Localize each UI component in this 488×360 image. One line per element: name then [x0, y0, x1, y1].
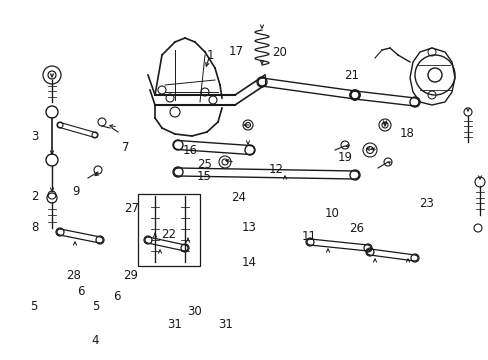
Text: 14: 14: [242, 256, 256, 269]
Text: 13: 13: [242, 221, 256, 234]
Text: 31: 31: [167, 318, 182, 331]
Text: 8: 8: [31, 221, 39, 234]
Text: 10: 10: [325, 207, 339, 220]
Text: 1: 1: [206, 49, 214, 62]
Text: 27: 27: [124, 202, 139, 215]
Text: 6: 6: [113, 291, 121, 303]
Text: 31: 31: [218, 318, 233, 331]
Text: 3: 3: [31, 130, 39, 143]
Text: 23: 23: [418, 197, 433, 210]
Text: 5: 5: [30, 300, 38, 313]
Text: 29: 29: [123, 269, 138, 282]
Text: 17: 17: [228, 45, 243, 58]
Text: 16: 16: [182, 144, 197, 157]
Text: 15: 15: [197, 170, 211, 183]
Text: 19: 19: [337, 151, 351, 164]
Text: 4: 4: [91, 334, 99, 347]
Text: 26: 26: [349, 222, 364, 235]
Text: 25: 25: [197, 158, 211, 171]
Text: 11: 11: [302, 230, 316, 243]
Text: 22: 22: [161, 228, 176, 240]
Text: 9: 9: [72, 185, 80, 198]
Text: 2: 2: [31, 190, 39, 203]
Text: 28: 28: [66, 269, 81, 282]
Text: 20: 20: [272, 46, 286, 59]
Text: 6: 6: [77, 285, 84, 298]
Text: 18: 18: [399, 127, 413, 140]
Text: 5: 5: [91, 300, 99, 313]
Bar: [138, 194, 200, 266]
Text: 12: 12: [268, 163, 283, 176]
Text: 24: 24: [231, 191, 245, 204]
Text: 7: 7: [122, 141, 130, 154]
Text: 30: 30: [187, 305, 202, 318]
Text: 21: 21: [344, 69, 359, 82]
